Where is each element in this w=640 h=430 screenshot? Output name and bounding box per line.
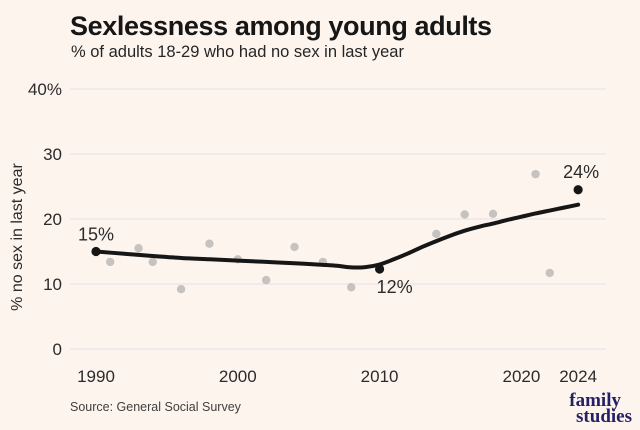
x-axis-tick-label: 2000 bbox=[219, 367, 257, 386]
y-axis-tick-label: 40% bbox=[28, 80, 62, 99]
x-axis-tick-label: 2020 bbox=[502, 367, 540, 386]
y-axis-tick-label: 30 bbox=[43, 145, 62, 164]
logo-line-1: family bbox=[569, 390, 621, 411]
point-value-label: 12% bbox=[377, 277, 413, 297]
x-axis-tick-label: 2010 bbox=[361, 367, 399, 386]
y-axis-tick-label: 0 bbox=[53, 340, 62, 359]
scatter-point bbox=[261, 275, 271, 285]
point-value-label: 24% bbox=[563, 162, 599, 182]
scatter-point bbox=[488, 209, 498, 218]
scatter-point bbox=[176, 285, 186, 294]
y-axis-tick-label: 20 bbox=[43, 210, 62, 229]
logo-line-2: studies bbox=[576, 405, 632, 427]
x-axis-tick-label: 1990 bbox=[77, 367, 115, 386]
scatter-point bbox=[290, 242, 299, 252]
scatter-point bbox=[545, 268, 554, 278]
chart-subtitle: % of adults 18-29 who had no sex in last… bbox=[71, 43, 404, 61]
trend-line bbox=[94, 202, 581, 270]
highlight-point bbox=[91, 246, 101, 257]
scatter-point bbox=[347, 283, 356, 292]
scatter-point bbox=[460, 210, 469, 219]
scatter-point bbox=[134, 244, 143, 253]
y-axis-title: % no sex in last year bbox=[9, 163, 26, 311]
point-value-label: 15% bbox=[78, 225, 114, 245]
scatter-point bbox=[205, 239, 214, 248]
scatter-point bbox=[105, 257, 115, 267]
source-note: Source: General Social Survey bbox=[70, 400, 241, 414]
scatter-point bbox=[148, 257, 157, 267]
x-axis-tick-label: 2024 bbox=[559, 367, 597, 386]
y-axis-tick-label: 10 bbox=[43, 275, 62, 294]
highlight-point bbox=[375, 264, 385, 274]
scatter-point bbox=[432, 229, 441, 239]
scatter-point bbox=[531, 169, 540, 179]
highlight-point bbox=[573, 185, 583, 195]
family-studies-logo: family studies bbox=[569, 390, 632, 427]
chart-title: Sexlessness among young adults bbox=[70, 11, 492, 41]
